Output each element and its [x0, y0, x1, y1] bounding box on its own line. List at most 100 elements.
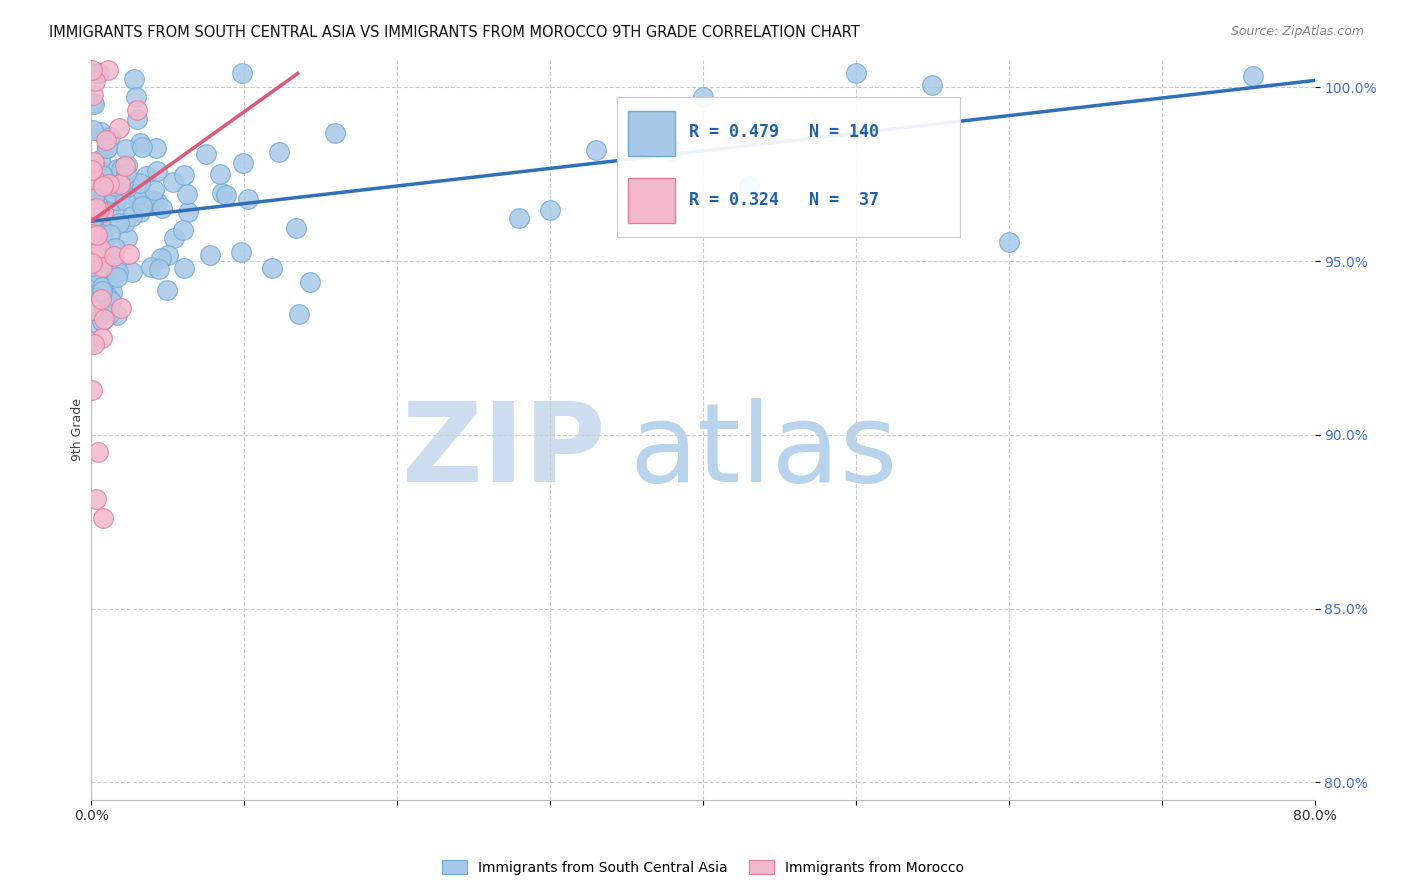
Point	[82, 383, 104, 397]
Point	[176, 187, 198, 202]
Point	[194, 147, 217, 161]
Point	[107, 265, 129, 279]
Point	[91, 280, 114, 294]
Point	[100, 285, 122, 299]
Point	[80, 63, 103, 78]
Point	[156, 284, 179, 298]
Point	[86, 194, 108, 209]
Point	[104, 241, 127, 255]
Point	[997, 235, 1019, 250]
Point	[82, 314, 104, 328]
Point	[121, 209, 143, 223]
Point	[80, 162, 103, 177]
Point	[105, 161, 128, 176]
Point	[90, 166, 112, 180]
Point	[93, 274, 115, 288]
Point	[105, 193, 128, 207]
Point	[82, 245, 104, 260]
Point	[83, 337, 105, 351]
Point	[104, 205, 127, 219]
Point	[87, 202, 110, 217]
Point	[209, 167, 232, 181]
Point	[80, 302, 103, 317]
Point	[84, 249, 107, 263]
Point	[117, 231, 139, 245]
Point	[82, 334, 104, 348]
Point	[82, 87, 104, 102]
Point	[163, 231, 186, 245]
Point	[105, 195, 128, 210]
Point	[91, 172, 114, 186]
Point	[538, 202, 561, 217]
Point	[89, 197, 111, 211]
Point	[101, 186, 124, 200]
Point	[93, 301, 115, 315]
Point	[97, 176, 120, 190]
Point	[84, 270, 107, 285]
Point	[82, 202, 104, 216]
Point	[82, 184, 104, 198]
Point	[84, 188, 107, 202]
Point	[232, 156, 254, 170]
Point	[80, 235, 103, 250]
Point	[107, 120, 129, 135]
Point	[90, 285, 112, 299]
Text: IMMIGRANTS FROM SOUTH CENTRAL ASIA VS IMMIGRANTS FROM MOROCCO 9TH GRADE CORRELAT: IMMIGRANTS FROM SOUTH CENTRAL ASIA VS IM…	[49, 25, 860, 40]
Point	[82, 219, 104, 233]
Point	[93, 511, 115, 525]
Point	[131, 199, 153, 213]
Point	[86, 184, 108, 198]
Point	[91, 264, 114, 278]
Point	[135, 197, 157, 211]
Point	[96, 141, 118, 155]
Point	[145, 141, 167, 155]
Point	[122, 72, 145, 87]
Point	[128, 136, 150, 150]
Point	[103, 249, 125, 263]
Point	[89, 164, 111, 178]
Point	[82, 123, 104, 137]
Point	[162, 175, 184, 189]
Point	[104, 179, 127, 194]
Point	[105, 261, 128, 276]
Point	[111, 175, 134, 189]
Point	[288, 307, 311, 321]
Point	[90, 227, 112, 241]
Point	[89, 242, 111, 256]
Point	[284, 221, 307, 235]
Point	[150, 201, 173, 215]
Point	[146, 164, 169, 178]
Legend: Immigrants from South Central Asia, Immigrants from Morocco: Immigrants from South Central Asia, Immi…	[437, 855, 969, 880]
Text: ZIP: ZIP	[402, 399, 605, 506]
Point	[121, 265, 143, 279]
Point	[98, 130, 121, 145]
Point	[100, 294, 122, 309]
Point	[108, 177, 131, 191]
Point	[82, 259, 104, 273]
Text: atlas: atlas	[630, 399, 898, 506]
Point	[86, 226, 108, 240]
Point	[90, 262, 112, 277]
Point	[108, 215, 131, 229]
Point	[91, 169, 114, 183]
Point	[90, 314, 112, 328]
Point	[86, 209, 108, 223]
Point	[84, 224, 107, 238]
Point	[262, 260, 284, 275]
Point	[93, 178, 115, 193]
Point	[86, 276, 108, 290]
Point	[211, 186, 233, 200]
Point	[231, 66, 253, 80]
Point	[91, 205, 114, 219]
Point	[84, 201, 107, 215]
Point	[97, 307, 120, 321]
Point	[269, 145, 291, 159]
Point	[87, 66, 110, 80]
Point	[82, 95, 104, 110]
Point	[173, 260, 195, 275]
Point	[83, 154, 105, 169]
Point	[215, 187, 238, 202]
Point	[83, 66, 105, 80]
Point	[173, 169, 195, 183]
Point	[86, 228, 108, 243]
